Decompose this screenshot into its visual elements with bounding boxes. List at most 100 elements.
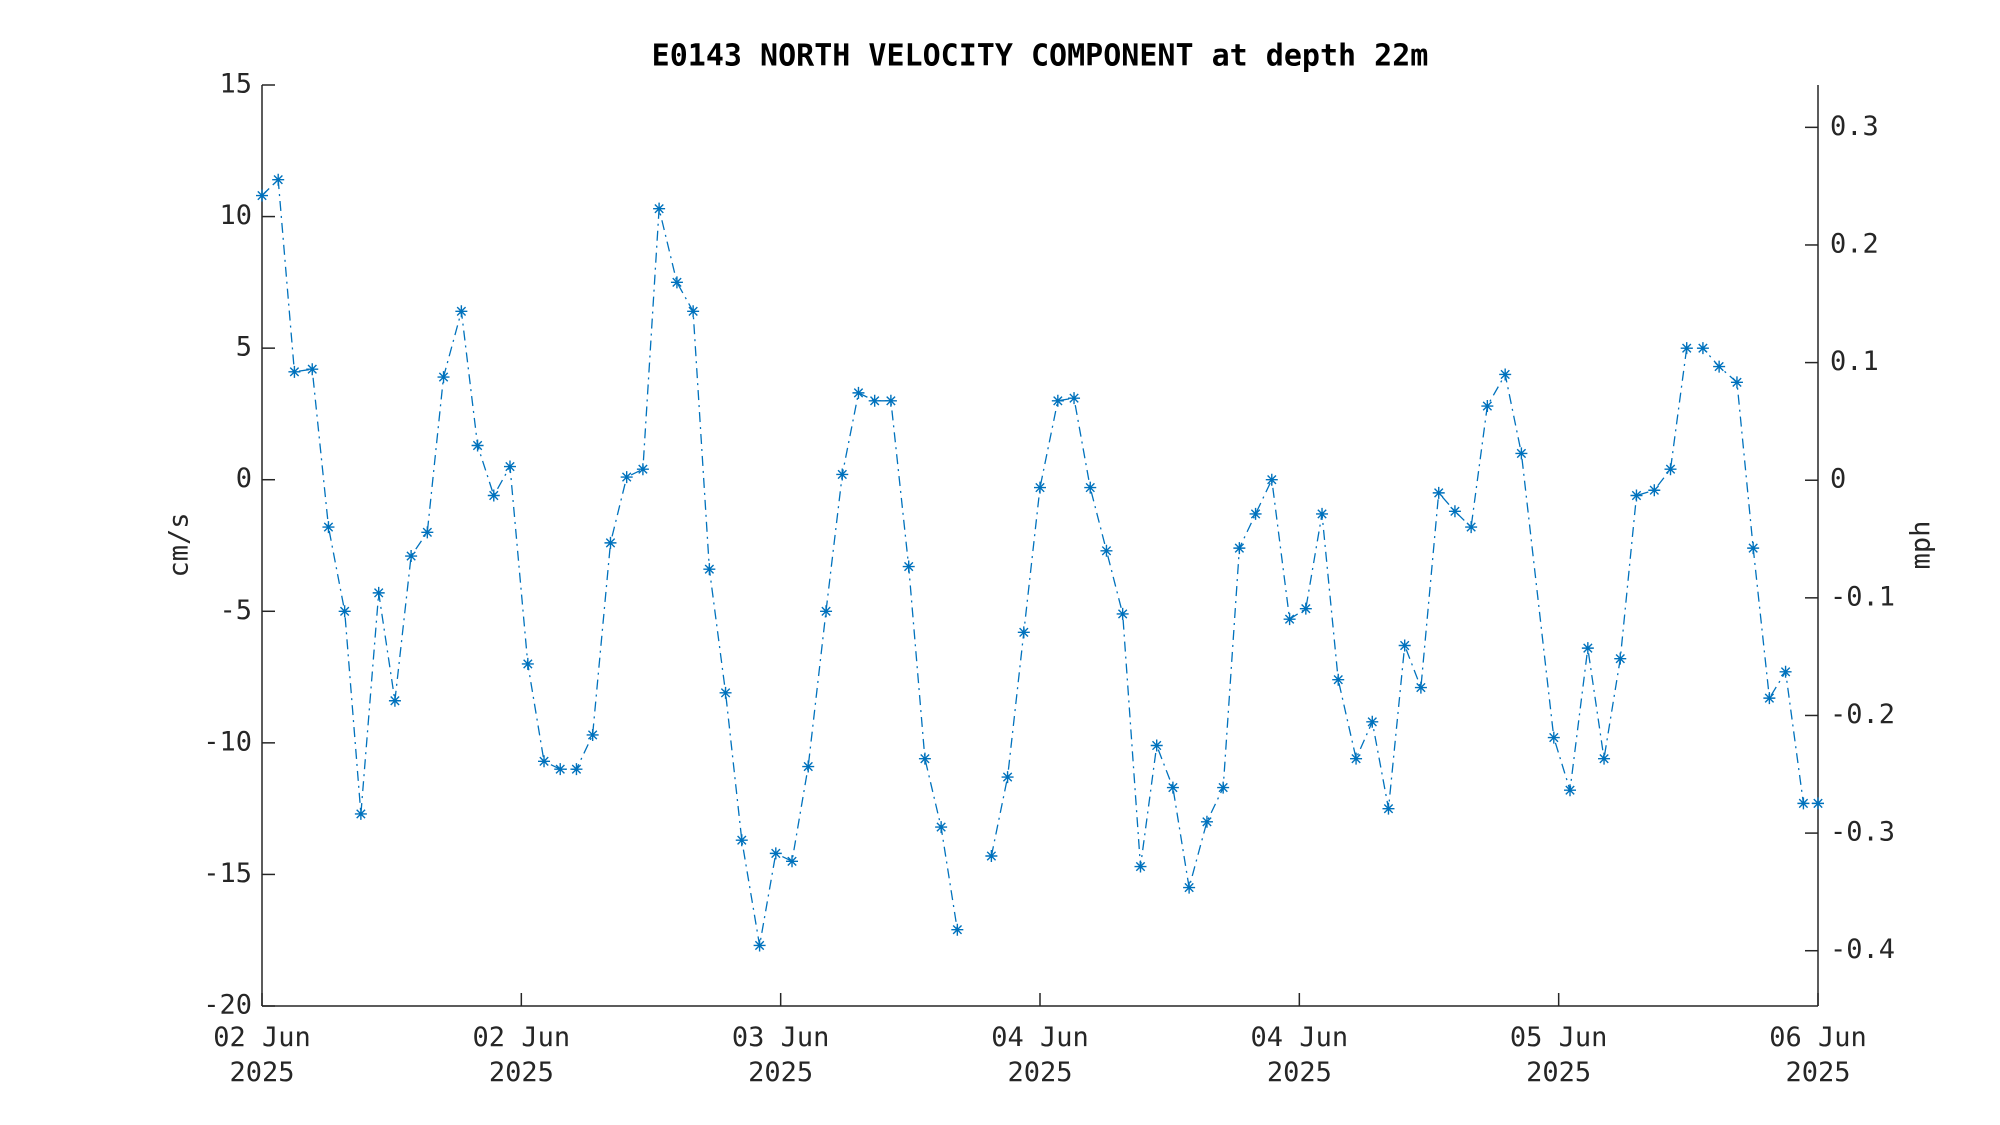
data-point — [1713, 360, 1726, 373]
chart-title: E0143 NORTH VELOCITY COMPONENT at depth … — [652, 39, 1429, 74]
data-point — [1265, 473, 1278, 486]
data-point — [1564, 784, 1577, 797]
data-point — [884, 394, 897, 407]
data-point — [1481, 400, 1494, 413]
x-tick-label: 02 Jun 2025 — [213, 1022, 311, 1088]
data-point — [670, 276, 683, 289]
x-tick-label: 04 Jun 2025 — [991, 1022, 1089, 1088]
y-tick-label: 15 — [219, 69, 252, 100]
y2-tick-label: 0.3 — [1830, 111, 1879, 142]
data-point — [1200, 815, 1213, 828]
y2-tick-label: -0.4 — [1830, 934, 1895, 965]
data-point — [272, 173, 285, 186]
data-point — [1332, 673, 1345, 686]
data-point — [1763, 692, 1776, 705]
data-point — [288, 365, 301, 378]
x-tick-label: 06 Jun 2025 — [1769, 1022, 1867, 1088]
data-point — [421, 526, 434, 539]
data-point — [604, 536, 617, 549]
data-point — [1017, 626, 1030, 639]
y-axis-label: cm/s — [164, 512, 195, 577]
data-point — [487, 489, 500, 502]
data-point — [1696, 342, 1709, 355]
data-point — [1166, 781, 1179, 794]
data-point — [1116, 607, 1129, 620]
data-point — [1034, 481, 1046, 494]
data-point — [1217, 781, 1230, 794]
y2-tick-label: -0.3 — [1830, 817, 1895, 848]
data-point — [1249, 507, 1262, 520]
series-line — [261, 178, 1818, 946]
data-point — [1499, 368, 1512, 381]
data-point — [322, 521, 335, 534]
y-tick-label: -15 — [203, 858, 252, 889]
data-point — [802, 760, 815, 773]
y2-axis-label: mph — [1906, 521, 1937, 570]
data-point — [1797, 797, 1810, 810]
data-point — [586, 728, 599, 741]
data-point — [719, 686, 732, 699]
data-point — [1515, 447, 1528, 460]
data-point — [902, 560, 915, 573]
data-point — [1350, 752, 1363, 765]
data-point — [735, 834, 748, 847]
data-point — [1630, 489, 1643, 502]
data-point — [256, 189, 268, 202]
data-point — [1648, 484, 1661, 497]
data-point — [1183, 881, 1196, 894]
data-point — [1299, 602, 1312, 615]
data-point — [1812, 797, 1824, 810]
data-point — [1730, 376, 1743, 389]
data-point — [388, 694, 401, 707]
data-point — [570, 763, 583, 776]
data-point — [1448, 505, 1461, 518]
data-point — [554, 763, 567, 776]
data-point — [1233, 542, 1246, 555]
x-tick-label: 03 Jun 2025 — [731, 1022, 830, 1088]
y-tick-label: 10 — [219, 200, 252, 231]
data-point — [503, 460, 516, 473]
data-point — [836, 468, 849, 481]
data-point — [1150, 739, 1163, 752]
data-point — [1680, 342, 1693, 355]
data-point — [1465, 521, 1478, 534]
data-point — [1432, 486, 1445, 499]
y-tick-label: -5 — [219, 595, 252, 626]
data-point — [471, 439, 484, 452]
x-tick-label: 04 Jun 2025 — [1250, 1022, 1349, 1088]
data-point — [1134, 860, 1147, 873]
data-point — [306, 363, 319, 376]
data-point — [1398, 639, 1411, 652]
y2-tick-label: 0.2 — [1830, 228, 1879, 259]
data-point — [753, 939, 766, 952]
data-point — [1747, 542, 1760, 555]
data-point — [786, 855, 799, 868]
data-point — [951, 923, 964, 936]
data-point — [1779, 665, 1792, 678]
data-point — [1366, 715, 1379, 728]
data-point — [769, 847, 782, 860]
data-point — [620, 471, 633, 484]
data-point — [405, 550, 418, 563]
data-point — [820, 605, 833, 618]
y2-tick-label: 0.1 — [1830, 346, 1879, 377]
data-point — [1084, 481, 1097, 494]
y-tick-label: -10 — [203, 726, 252, 757]
data-point — [653, 202, 666, 215]
data-point — [1001, 771, 1014, 784]
data-point — [985, 850, 998, 863]
data-point — [1664, 463, 1677, 476]
y2-tick-label: -0.2 — [1830, 699, 1895, 730]
y-tick-label: 0 — [236, 463, 252, 494]
data-point — [437, 371, 450, 384]
data-point — [1414, 681, 1427, 694]
data-point — [935, 821, 948, 834]
data-point — [538, 755, 551, 768]
data-point — [636, 463, 649, 476]
data-point — [1547, 731, 1560, 744]
y2-tick-label: -0.1 — [1830, 581, 1895, 612]
data-point — [521, 657, 534, 670]
data-point — [703, 563, 716, 576]
data-point — [1382, 802, 1395, 815]
y-tick-label: 5 — [236, 332, 252, 363]
